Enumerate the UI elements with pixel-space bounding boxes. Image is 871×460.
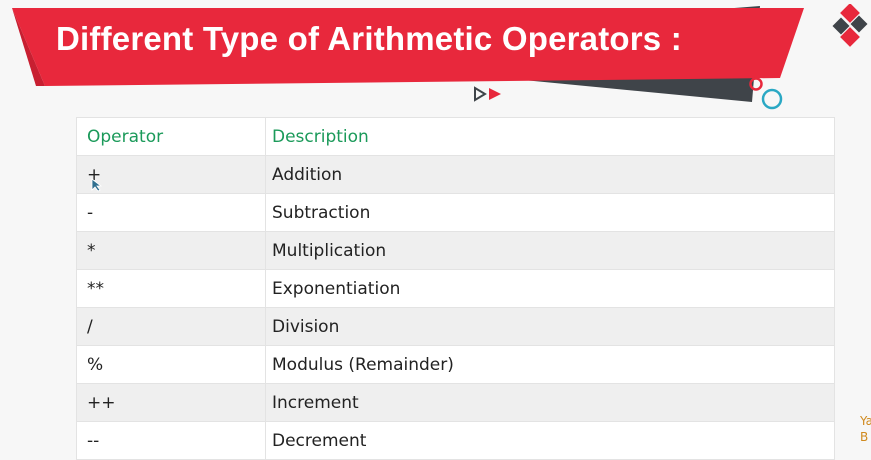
operator-column-header: Operator bbox=[76, 117, 266, 156]
operator-cell: * bbox=[76, 231, 266, 270]
description-cell: Decrement bbox=[265, 421, 835, 460]
description-cell: Modulus (Remainder) bbox=[265, 345, 835, 384]
title-banner bbox=[12, 6, 804, 102]
description-column-header: Description bbox=[265, 117, 835, 156]
play-arrows-icon bbox=[474, 86, 501, 102]
mouse-cursor-icon bbox=[91, 178, 103, 192]
operator-cell: / bbox=[76, 307, 266, 346]
banner-red-band bbox=[12, 8, 804, 86]
table-row: % Modulus (Remainder) bbox=[76, 345, 835, 384]
description-cell: Increment bbox=[265, 383, 835, 422]
operator-cell: ** bbox=[76, 269, 266, 308]
table-row: ++ Increment bbox=[76, 383, 835, 422]
slide-title: Different Type of Arithmetic Operators : bbox=[56, 20, 682, 57]
description-cell: Subtraction bbox=[265, 193, 835, 232]
operator-cell: - bbox=[76, 193, 266, 232]
table-row: / Division bbox=[76, 307, 835, 346]
operators-table: Operator Description + Addition - Subtra… bbox=[76, 117, 835, 460]
circles-icon bbox=[749, 77, 783, 110]
watermark-text: B bbox=[860, 430, 869, 444]
operator-cell: % bbox=[76, 345, 266, 384]
description-cell: Exponentiation bbox=[265, 269, 835, 308]
table-row: ** Exponentiation bbox=[76, 269, 835, 308]
table-row: * Multiplication bbox=[76, 231, 835, 270]
banner-red-shadow bbox=[12, 8, 45, 86]
table-row: - Subtraction bbox=[76, 193, 835, 232]
table-header-row: Operator Description bbox=[76, 117, 835, 156]
operator-cell: ++ bbox=[76, 383, 266, 422]
table-row: + Addition bbox=[76, 155, 835, 194]
operator-cell: + bbox=[76, 155, 266, 194]
watermark-text: Ya bbox=[860, 414, 871, 428]
description-cell: Addition bbox=[265, 155, 835, 194]
description-cell: Multiplication bbox=[265, 231, 835, 270]
table-row: -- Decrement bbox=[76, 421, 835, 460]
operator-cell: -- bbox=[76, 421, 266, 460]
logo-diamonds-icon bbox=[832, 4, 868, 47]
description-cell: Division bbox=[265, 307, 835, 346]
